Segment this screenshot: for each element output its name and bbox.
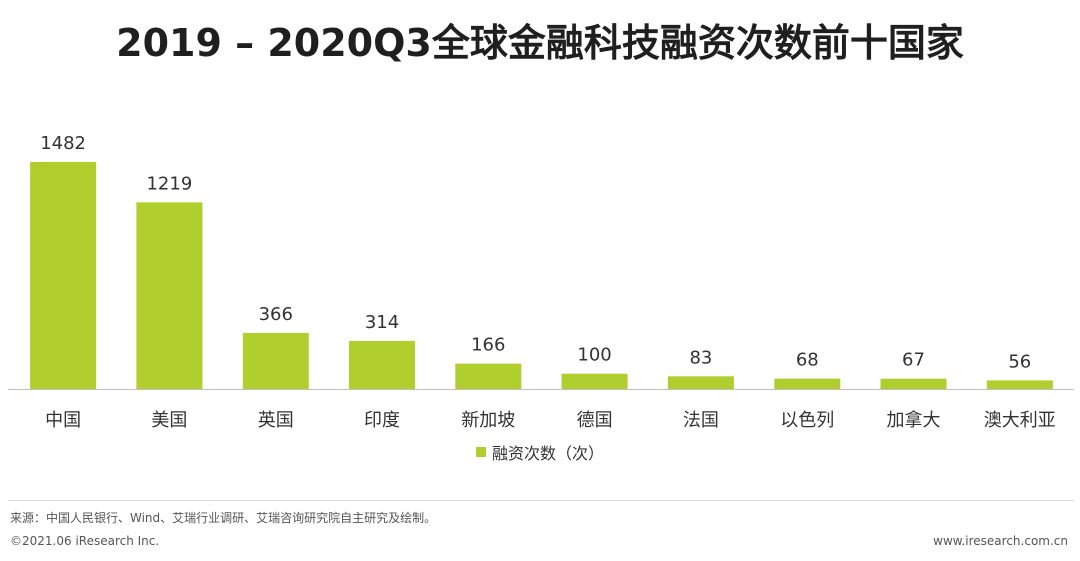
data-label-8: 67 <box>902 350 925 371</box>
category-label-0: 中国 <box>45 410 81 431</box>
data-label-1: 1219 <box>146 173 192 194</box>
bar-chart: 1482 中国 1219 美国 366 英国 314 印度 166 新加坡 100 德国 83 法国 68 以… <box>8 133 1074 431</box>
footer-divider <box>8 500 1074 501</box>
category-label-4: 新加坡 <box>461 410 515 431</box>
source-note: 来源：中国人民银行、Wind、艾瑞行业调研、艾瑞咨询研究院自主研究及绘制。 <box>10 511 437 525</box>
bar-6 <box>667 376 734 389</box>
data-label-2: 366 <box>259 304 293 325</box>
data-label-4: 166 <box>471 335 505 356</box>
chart-title: 2019 – 2020Q3全球金融科技融资次数前十国家 <box>116 21 964 65</box>
bar-0 <box>30 162 97 389</box>
bar-3 <box>349 340 415 389</box>
bar-1 <box>136 202 203 389</box>
category-label-8: 加拿大 <box>887 409 941 431</box>
category-label-7: 以色列 <box>780 410 834 431</box>
data-label-6: 83 <box>689 347 712 368</box>
bar-2 <box>242 332 309 389</box>
bar-4 <box>455 363 522 389</box>
category-label-6: 法国 <box>683 410 719 431</box>
copyright-text: ©2021.06 iResearch Inc. <box>10 534 160 548</box>
data-label-7: 68 <box>796 350 819 371</box>
data-label-5: 100 <box>577 345 611 366</box>
bar-5 <box>561 373 628 389</box>
category-label-5: 德国 <box>577 410 613 431</box>
data-label-0: 1482 <box>40 133 86 154</box>
bar-7 <box>774 378 841 389</box>
category-label-9: 澳大利亚 <box>984 410 1056 431</box>
website-link[interactable]: www.iresearch.com.cn <box>933 534 1068 548</box>
data-label-9: 56 <box>1008 351 1031 372</box>
category-label-3: 印度 <box>364 410 400 431</box>
category-label-2: 英国 <box>258 410 294 431</box>
bar-9 <box>986 380 1053 389</box>
chart-legend: 融资次数（次） <box>0 440 1080 464</box>
data-label-3: 314 <box>365 312 399 333</box>
category-label-1: 美国 <box>151 410 187 431</box>
bar-8 <box>880 378 947 389</box>
legend-swatch <box>475 447 486 457</box>
legend-label: 融资次数（次） <box>491 444 604 463</box>
